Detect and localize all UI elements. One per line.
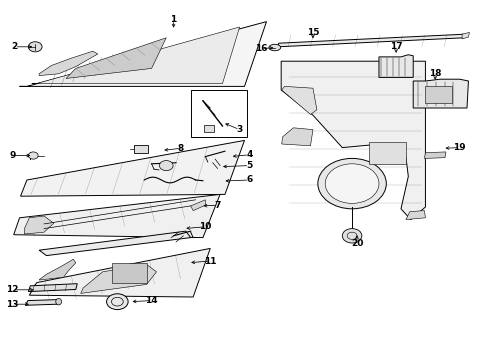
Polygon shape	[281, 86, 316, 114]
Circle shape	[325, 164, 378, 203]
Polygon shape	[39, 51, 98, 76]
Text: 12: 12	[6, 285, 19, 294]
Polygon shape	[190, 200, 205, 211]
Polygon shape	[24, 216, 54, 234]
Text: 14: 14	[145, 296, 158, 305]
Text: 6: 6	[246, 175, 252, 184]
FancyBboxPatch shape	[368, 142, 405, 164]
Text: 7: 7	[214, 201, 221, 210]
Text: 4: 4	[245, 150, 252, 159]
Polygon shape	[281, 128, 312, 146]
Polygon shape	[268, 44, 280, 51]
Polygon shape	[378, 55, 412, 77]
Polygon shape	[277, 34, 464, 47]
FancyBboxPatch shape	[190, 90, 246, 137]
FancyBboxPatch shape	[204, 125, 214, 132]
Polygon shape	[81, 265, 156, 293]
Text: 2: 2	[12, 42, 18, 51]
Ellipse shape	[56, 298, 61, 305]
Polygon shape	[39, 231, 190, 256]
FancyBboxPatch shape	[425, 86, 451, 103]
Polygon shape	[20, 22, 266, 86]
Polygon shape	[39, 259, 76, 280]
Text: 8: 8	[178, 144, 183, 153]
Polygon shape	[461, 32, 468, 39]
Text: 5: 5	[246, 161, 252, 170]
Text: 10: 10	[199, 222, 211, 231]
Circle shape	[317, 158, 386, 209]
Polygon shape	[14, 194, 220, 238]
Polygon shape	[28, 284, 77, 292]
Text: 17: 17	[389, 42, 402, 51]
Polygon shape	[424, 152, 445, 158]
Polygon shape	[412, 79, 468, 108]
Polygon shape	[405, 211, 425, 220]
Text: 16: 16	[255, 44, 267, 53]
Circle shape	[28, 42, 42, 52]
Circle shape	[159, 161, 173, 171]
Text: 15: 15	[306, 28, 319, 37]
Circle shape	[106, 294, 128, 310]
Polygon shape	[25, 300, 60, 305]
Circle shape	[28, 152, 38, 159]
Text: 13: 13	[6, 300, 19, 309]
FancyBboxPatch shape	[134, 145, 148, 153]
Polygon shape	[281, 61, 425, 220]
Text: 1: 1	[170, 15, 176, 24]
Polygon shape	[29, 248, 210, 297]
Text: 3: 3	[236, 125, 242, 134]
Text: 18: 18	[428, 69, 441, 78]
Polygon shape	[20, 140, 244, 196]
Polygon shape	[32, 27, 239, 84]
Text: 11: 11	[203, 256, 216, 265]
Text: 19: 19	[452, 143, 465, 152]
FancyBboxPatch shape	[112, 263, 146, 283]
Text: 9: 9	[9, 151, 16, 160]
Polygon shape	[66, 38, 166, 78]
Circle shape	[342, 229, 361, 243]
Text: 20: 20	[350, 238, 363, 248]
